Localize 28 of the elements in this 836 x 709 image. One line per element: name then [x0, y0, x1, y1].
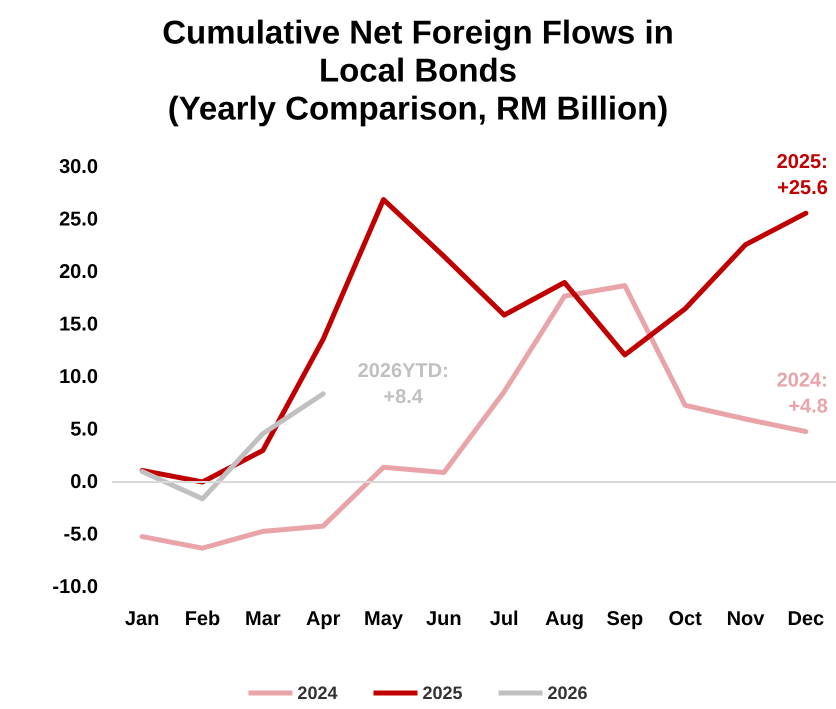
y-tick-label: 30.0	[59, 156, 98, 178]
x-tick-label: Jun	[426, 608, 462, 630]
y-tick-label: -5.0	[64, 524, 98, 546]
y-tick-label: 10.0	[59, 366, 98, 388]
y-tick-label: -10.0	[52, 576, 98, 598]
legend-label: 2025	[422, 683, 463, 703]
x-tick-label: Feb	[184, 608, 220, 630]
annotation: 2026YTD: +8.4	[358, 360, 449, 408]
x-tick-label: Nov	[726, 608, 766, 630]
y-tick-label: 0.0	[70, 471, 98, 493]
annotation: 2024: +4.8	[776, 370, 828, 418]
y-tick-label: 25.0	[59, 208, 98, 230]
x-tick-label: Mar	[245, 608, 281, 630]
y-tick-label: 5.0	[70, 418, 98, 440]
x-tick-label: Dec	[787, 608, 824, 630]
chart-title: Cumulative Net Foreign Flows in Local Bonds (Yearly Comparison, RM Billion)	[162, 14, 674, 126]
y-tick-label: 20.0	[59, 261, 98, 283]
x-tick-label: Oct	[668, 608, 702, 630]
x-tick-label: Apr	[306, 608, 341, 630]
legend-label: 2026	[548, 683, 588, 703]
x-tick-label: Aug	[545, 608, 584, 630]
x-tick-label: Jan	[124, 608, 160, 630]
x-tick-label: May	[364, 608, 404, 630]
y-tick-label: 15.0	[59, 314, 98, 336]
legend-label: 2024	[297, 683, 338, 703]
x-tick-label: Jul	[490, 608, 519, 630]
x-tick-label: Sep	[606, 608, 644, 630]
annotation: 2025: +25.6	[776, 151, 828, 200]
